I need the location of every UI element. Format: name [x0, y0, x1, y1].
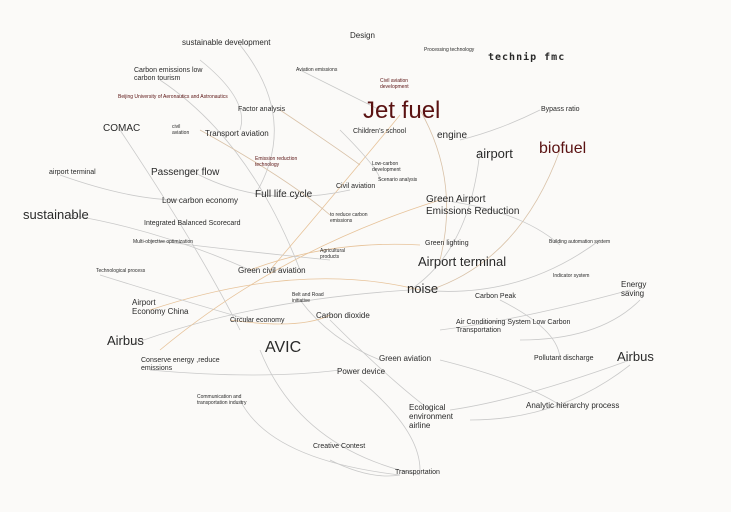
edge-line-33	[469, 364, 631, 421]
node-biofuel: biofuel	[539, 140, 587, 157]
node-agricultural-products: Agricultural products	[320, 248, 346, 260]
node-circular-economy: Circular economy	[230, 317, 285, 324]
node-emission-reduction-technology: Emission reduction technology	[255, 156, 298, 168]
node-sustainable-development: sustainable development	[182, 38, 271, 47]
node-factor-analysis: Factor analysis	[238, 106, 286, 113]
node-green-civil-aviation: Green civil aviation	[238, 266, 306, 275]
node-ecological-environment-airline: Ecological environment airline	[409, 403, 454, 431]
edge-line-16	[249, 243, 421, 271]
node-childrens-school: Children's school	[353, 128, 407, 135]
edge-line-17	[189, 169, 351, 198]
node-civil-aviation-development: Civil aviation development	[380, 78, 409, 90]
node-indicator-system: Indicator system	[553, 273, 590, 279]
node-conserve-energy: Conserve energy ,reduce emissions	[141, 357, 220, 373]
edge-line-2	[119, 129, 241, 331]
edge-line-6	[429, 149, 561, 291]
node-full-life-cycle: Full life cycle	[255, 189, 313, 200]
edge-line-31	[299, 69, 381, 111]
node-design: Design	[350, 31, 375, 40]
edge-line-11	[129, 289, 411, 346]
edge-line-37	[329, 459, 401, 477]
node-power-device: Power device	[337, 367, 386, 376]
node-building-automation-system: Building automation system	[549, 239, 611, 245]
node-civil-aviation: civil aviation	[172, 124, 190, 136]
node-comac: COMAC	[103, 123, 141, 134]
edge-line-32	[279, 109, 361, 166]
edge-line-36	[159, 199, 441, 351]
edge-line-3	[419, 109, 448, 261]
node-transport-aviation: Transport aviation	[205, 129, 269, 138]
edge-line-1	[159, 79, 301, 271]
node-airbus-right: Airbus	[617, 349, 654, 364]
node-integrated-balanced-scorecard: Integrated Balanced Scorecard	[144, 220, 241, 227]
node-low-carbon-economy: Low carbon economy	[162, 196, 239, 205]
node-green-lighting: Green lighting	[425, 240, 469, 247]
node-analytic-hierarchy-process: Analytic hierarchy process	[526, 401, 620, 410]
edge-line-20	[199, 129, 331, 216]
node-communication-industry: Communication and transportation industr…	[197, 394, 247, 406]
node-beijing-university: Beijing University of Aeronautics and As…	[118, 94, 228, 100]
node-carbon-emissions-low-carbon-tourism: Carbon emissions low carbon tourism	[134, 67, 203, 83]
edge-line-0	[239, 44, 275, 196]
node-passenger-flow: Passenger flow	[151, 167, 220, 178]
node-green-airport-emissions-reduction: Green Airport Emissions Reduction	[426, 194, 520, 217]
node-energy-saving: Energy saving	[621, 280, 647, 299]
node-sustainable: sustainable	[23, 207, 89, 222]
edge-line-23	[499, 299, 561, 361]
node-engine: engine	[437, 130, 468, 141]
node-air-conditioning-system: Air Conditioning System Low Carbon Trans…	[456, 319, 571, 335]
edge-line-21	[339, 129, 381, 181]
node-low-carbon-development: Low-carbon development	[372, 161, 401, 173]
node-airbus-left: Airbus	[107, 333, 144, 348]
connection-lines	[59, 44, 641, 477]
edge-line-15	[329, 319, 431, 411]
node-civil-aviation-2: Civil aviation	[336, 183, 376, 190]
node-technip-fmc: technip fmc	[488, 52, 566, 63]
edge-line-9	[449, 359, 631, 411]
node-bypass-ratio: Bypass ratio	[541, 106, 580, 113]
node-to-reduce-carbon-emissions: to reduce carbon emissions	[330, 212, 368, 224]
edge-line-25	[299, 299, 381, 361]
edge-line-28	[99, 274, 251, 321]
node-pollutant-discharge: Pollutant discharge	[534, 355, 594, 362]
edge-line-10	[149, 278, 421, 311]
node-processing-technology: Processing technology	[424, 47, 475, 53]
node-airport-terminal-small: airport terminal	[49, 169, 96, 176]
node-jet-fuel: Jet fuel	[363, 97, 441, 124]
edge-line-8	[439, 289, 631, 331]
node-belt-and-road: Belt and Road initiative	[292, 292, 324, 304]
node-noise: noise	[407, 281, 439, 296]
edge-line-4	[269, 114, 401, 271]
node-scenario-analysis: Scenario analysis	[378, 177, 418, 183]
node-aviation-emissions: Aviation emissions	[296, 67, 338, 73]
edge-line-27	[149, 239, 331, 261]
node-carbon-peak: Carbon Peak	[475, 293, 516, 300]
edge-line-34	[199, 59, 242, 131]
edge-line-29	[359, 379, 421, 471]
node-carbon-dioxide: Carbon dioxide	[316, 311, 370, 320]
edge-line-35	[519, 299, 641, 341]
node-multi-objective-optimization: Multi-objective optimization	[133, 239, 194, 245]
edge-line-5	[409, 149, 481, 291]
edge-line-19	[69, 214, 251, 271]
node-avic: AVIC	[265, 339, 302, 356]
node-technological-process: Technological process	[96, 268, 146, 274]
edge-line-24	[439, 359, 561, 406]
edge-line-13	[259, 349, 421, 476]
node-transportation: Transportation	[395, 469, 440, 476]
edge-line-18	[59, 174, 181, 201]
node-creative-contest: Creative Contest	[313, 443, 366, 450]
edge-line-7	[419, 239, 601, 292]
node-airport-terminal: Airport terminal	[418, 254, 507, 269]
edge-line-14	[239, 399, 401, 476]
edge-line-26	[229, 314, 331, 325]
node-airport-economy-china: Airport Economy China	[132, 298, 189, 317]
edge-line-22	[439, 199, 561, 246]
node-airport: airport	[476, 146, 513, 161]
edge-line-30	[459, 109, 541, 141]
node-green-aviation: Green aviation	[379, 354, 432, 363]
edge-line-12	[149, 369, 341, 376]
